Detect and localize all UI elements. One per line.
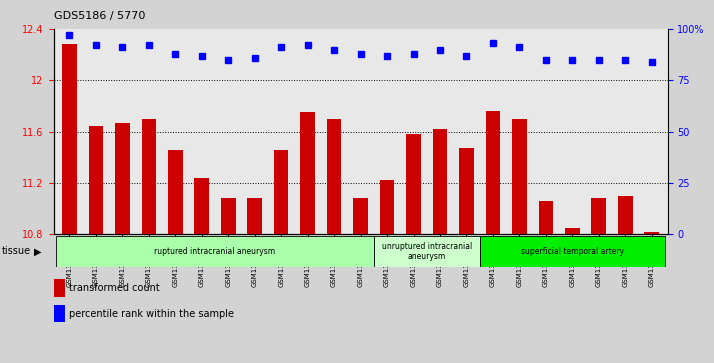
Bar	[115, 123, 130, 234]
Bar	[512, 119, 527, 234]
Bar	[248, 198, 262, 234]
Text: tissue: tissue	[1, 246, 31, 256]
Bar	[380, 180, 394, 234]
Bar	[194, 178, 209, 234]
Bar	[54, 305, 64, 322]
Bar	[62, 44, 76, 234]
Bar	[221, 198, 236, 234]
Text: percentile rank within the sample: percentile rank within the sample	[69, 309, 234, 319]
Text: ▶: ▶	[34, 246, 42, 256]
Bar	[486, 111, 501, 234]
Bar	[591, 198, 606, 234]
Bar	[565, 228, 580, 234]
Bar	[538, 201, 553, 234]
Text: ruptured intracranial aneurysm: ruptured intracranial aneurysm	[154, 247, 276, 256]
Text: GDS5186 / 5770: GDS5186 / 5770	[54, 11, 145, 21]
Bar	[459, 148, 473, 234]
Bar	[56, 236, 374, 267]
Bar	[301, 113, 315, 234]
Bar	[54, 279, 64, 297]
Bar	[89, 126, 104, 234]
Bar	[406, 134, 421, 234]
Text: unruptured intracranial
aneurysm: unruptured intracranial aneurysm	[381, 242, 472, 261]
Bar	[433, 129, 447, 234]
Bar	[645, 232, 659, 234]
Bar	[141, 119, 156, 234]
Bar	[618, 196, 633, 234]
Bar	[374, 236, 480, 267]
Bar	[327, 119, 341, 234]
Bar	[168, 150, 183, 234]
Bar	[353, 198, 368, 234]
Bar	[274, 150, 288, 234]
Text: superficial temporal artery: superficial temporal artery	[521, 247, 624, 256]
Text: transformed count: transformed count	[69, 283, 160, 293]
Bar	[480, 236, 665, 267]
